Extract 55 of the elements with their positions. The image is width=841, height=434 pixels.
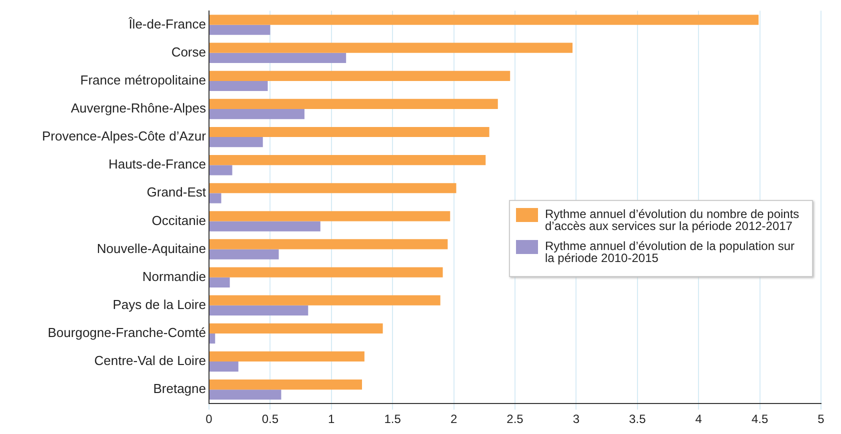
bar — [210, 193, 222, 204]
x-tick-label: 2.5 — [506, 412, 524, 426]
bar — [210, 239, 448, 250]
y-tick-label: Pays de la Loire — [112, 296, 206, 312]
y-tick-label: Centre-Val de Loire — [94, 353, 206, 368]
bar — [210, 277, 230, 288]
y-tick-label: Île-de-France — [128, 16, 206, 32]
bar — [210, 323, 383, 334]
legend-label: Rythme annuel d’évolution de la population sur la période 2010-2015 — [545, 239, 796, 265]
bar — [210, 52, 346, 63]
bar — [210, 295, 440, 306]
y-tick-label: Nouvelle-Aquitaine — [96, 240, 206, 256]
x-tick-label: 2 — [450, 412, 458, 426]
y-tick-label: Provence-Alpes-Côte d’Azur — [42, 128, 207, 144]
x-tick-label: 3 — [572, 412, 580, 426]
bar — [210, 211, 450, 222]
x-tick-label: 1.5 — [384, 412, 402, 426]
x-tick-label: 4.5 — [751, 412, 768, 426]
bar — [210, 70, 510, 81]
bar — [210, 126, 490, 138]
bar — [210, 14, 759, 25]
x-tick-label: 3.5 — [629, 412, 646, 426]
bar — [210, 351, 364, 362]
bar — [210, 24, 270, 35]
x-tick-label: 4 — [695, 412, 702, 426]
y-tick-label: Auvergne-Rhône-Alpes — [70, 100, 206, 116]
bar — [210, 80, 268, 92]
bar — [210, 165, 232, 176]
bar — [210, 137, 263, 148]
bar — [210, 305, 308, 316]
bar — [210, 221, 320, 232]
y-tick-label: Bretagne — [153, 381, 206, 396]
y-tick-label: Corse — [171, 44, 206, 60]
bar — [210, 42, 573, 53]
y-tick-label: Normandie — [142, 268, 206, 284]
x-tick-label: 5 — [818, 412, 825, 426]
x-tick-label: 1 — [328, 412, 336, 426]
legend-label: Rythme annuel d’évolution du nombre de points d’accès aux services sur la période 2012-2017 — [545, 207, 800, 233]
x-tick-label: 0.5 — [262, 412, 279, 426]
bar — [210, 98, 498, 109]
bar — [210, 362, 238, 372]
bar — [210, 333, 216, 344]
bar — [210, 155, 486, 166]
bar — [210, 109, 304, 120]
bar — [210, 390, 282, 400]
y-tick-label: Grand-Est — [146, 184, 206, 200]
y-tick-label: Occitanie — [152, 212, 206, 228]
bar — [210, 379, 362, 390]
bar — [210, 267, 443, 278]
x-tick-label: 0 — [206, 412, 213, 426]
bar — [210, 183, 456, 194]
y-tick-label: France métropolitaine — [80, 72, 206, 88]
y-tick-label: Bourgogne-Franche-Comté — [48, 325, 206, 340]
y-tick-label: Hauts-de-France — [108, 156, 206, 172]
bar — [210, 249, 279, 260]
